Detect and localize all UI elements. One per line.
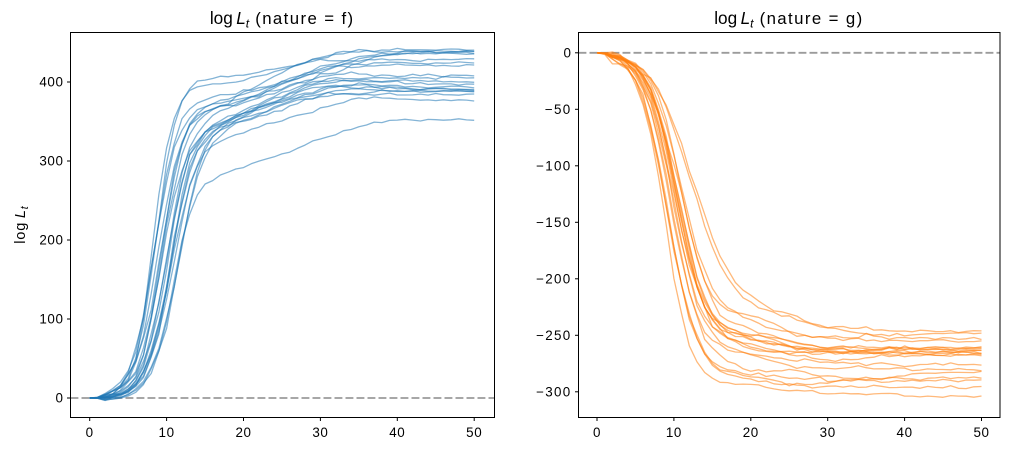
svg-text:100: 100 [39,312,63,327]
svg-text:20: 20 [235,425,251,440]
svg-text:10: 10 [159,425,175,440]
svg-text:−300: −300 [536,385,571,400]
svg-text:50: 50 [973,425,989,440]
svg-text:400: 400 [39,75,63,90]
svg-text:log Lt (nature = g): log Lt (nature = g) [714,8,863,30]
svg-text:−50: −50 [545,102,572,117]
svg-text:−150: −150 [536,215,571,230]
svg-text:0: 0 [563,46,571,61]
svg-text:30: 30 [820,425,836,440]
svg-text:40: 40 [897,425,913,440]
svg-text:0: 0 [593,425,601,440]
svg-text:30: 30 [312,425,328,440]
svg-text:−200: −200 [536,272,571,287]
svg-text:10: 10 [666,425,682,440]
svg-text:200: 200 [39,233,63,248]
svg-text:log Lt: log Lt [13,205,31,244]
svg-text:0: 0 [86,425,94,440]
svg-text:0: 0 [55,391,63,406]
svg-text:300: 300 [39,154,63,169]
svg-text:−250: −250 [536,328,571,343]
svg-text:20: 20 [743,425,759,440]
svg-text:50: 50 [466,425,482,440]
svg-text:log Lt (nature = f): log Lt (nature = f) [210,8,355,30]
svg-text:40: 40 [389,425,405,440]
svg-text:−100: −100 [536,159,571,174]
